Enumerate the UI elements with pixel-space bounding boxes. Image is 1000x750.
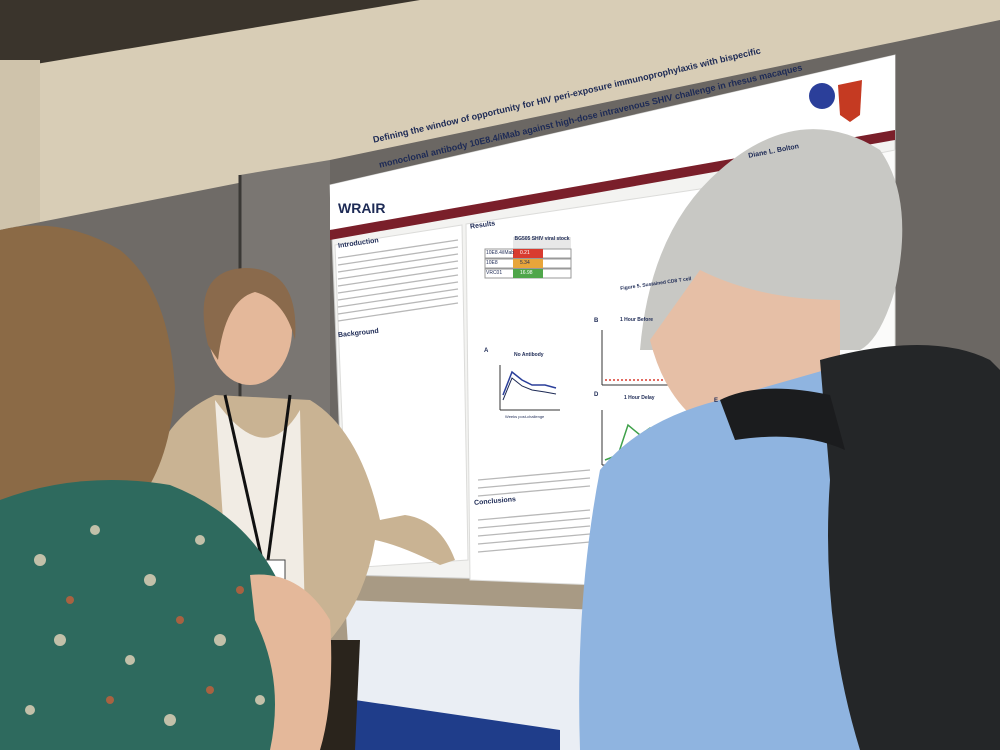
poster-chart-a <box>499 365 560 411</box>
army-crest-icon <box>838 80 862 122</box>
table-skirt <box>355 700 560 750</box>
poster-table-row-label: 10E8.4/iMab <box>486 250 515 256</box>
poster-chart-title: 1 Hour Before <box>620 317 654 323</box>
poster-title-band <box>330 55 895 230</box>
poster-table-row-value: 5.34 <box>520 260 530 266</box>
poster-chart-axis: Weeks post-challenge <box>505 414 545 419</box>
man-with-backpack <box>579 129 1000 750</box>
back-wall <box>0 0 1000 230</box>
foreground-woman <box>0 225 332 750</box>
poster-panel-label: D <box>594 392 599 398</box>
poster-table-row-value: 0.21 <box>520 250 530 256</box>
poster-body-lines <box>337 239 591 553</box>
poster-table-row-value: 16.98 <box>520 270 533 276</box>
poster-table-row-label: 10E8 <box>486 260 498 266</box>
poster-panel-label: A <box>484 348 489 354</box>
poster-table-header: BG505 SHIV viral stock <box>514 236 570 242</box>
poster-panel-label: E <box>714 398 719 404</box>
poster-chart-b <box>601 330 670 386</box>
poster-chart-title: 1 Hour Delay <box>624 395 655 401</box>
poster-panel-label: B <box>594 318 599 324</box>
poster-table <box>484 237 572 279</box>
pillar <box>0 60 40 230</box>
poster-table-row-label: VRC01 <box>486 270 503 276</box>
poster-chart-title: No Antibody <box>514 352 544 358</box>
poster-logo-icon <box>809 83 835 109</box>
poster-logo-text: WRAIR <box>338 200 386 216</box>
